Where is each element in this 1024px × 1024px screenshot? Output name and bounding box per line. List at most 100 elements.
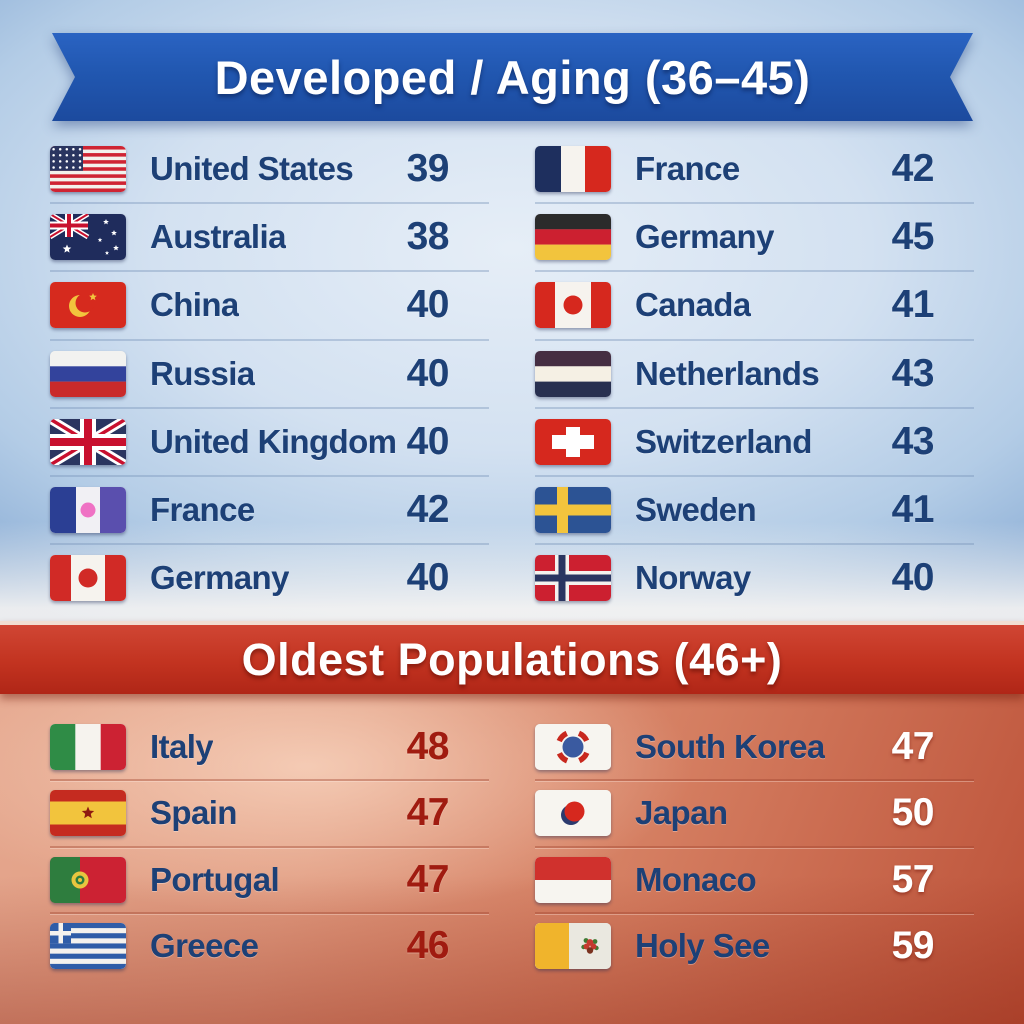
table-column-right: South Korea 47 Japan 50 Monaco 57 Holy S… <box>535 715 974 978</box>
flag-icon-russia <box>50 350 126 397</box>
country-label: Spain <box>150 794 237 832</box>
country-label: Portugal <box>150 860 280 898</box>
age-value: 40 <box>891 556 935 600</box>
age-value: 47 <box>406 791 450 835</box>
country-label: France <box>635 150 740 188</box>
age-value: 40 <box>406 283 450 327</box>
flag-icon-italy <box>50 724 126 771</box>
country-label: United Kingdom <box>150 422 397 460</box>
table-column-left: Italy 48 Spain 47 Portugal 47 Greece 46 <box>50 715 489 978</box>
flag-icon-germany <box>535 214 611 261</box>
age-value: 43 <box>891 351 935 395</box>
age-value: 41 <box>891 283 935 327</box>
flag-icon-portugal <box>50 856 126 903</box>
age-value: 40 <box>406 351 450 395</box>
table-row: China 40 <box>50 272 489 341</box>
table-row: Holy See 59 <box>535 914 974 978</box>
flag-icon-switzerland <box>535 418 611 465</box>
table-row: United Kingdom 40 <box>50 409 489 477</box>
country-label: Switzerland <box>635 422 812 460</box>
country-label: Greece <box>150 927 259 965</box>
age-value: 42 <box>406 488 450 532</box>
country-label: France <box>150 491 255 529</box>
table-row: Italy 48 <box>50 715 489 782</box>
flag-icon-monaco <box>535 856 611 903</box>
flag-icon-sweden <box>535 487 611 534</box>
age-value: 38 <box>406 215 450 259</box>
red-banner: Oldest Populations (46+) <box>0 621 1024 694</box>
age-value: 45 <box>891 215 935 259</box>
age-value: 47 <box>406 857 450 901</box>
country-label: Australia <box>150 218 286 256</box>
table-row: Sweden 41 <box>535 477 974 546</box>
age-value: 59 <box>891 924 935 968</box>
table-row: Japan 50 <box>535 781 974 848</box>
section-title: Oldest Populations (46+) <box>241 633 783 685</box>
country-label: China <box>150 286 239 324</box>
country-table: Italy 48 Spain 47 Portugal 47 Greece 46 … <box>0 715 1024 978</box>
table-row: Germany 45 <box>535 204 974 273</box>
flag-icon-canada <box>535 282 611 329</box>
table-column-left: United States 39 Australia 38 China 40 R… <box>50 136 489 611</box>
country-label: Netherlands <box>635 354 820 392</box>
table-row: Netherlands 43 <box>535 341 974 409</box>
table-row: Portugal 47 <box>50 848 489 914</box>
country-label: Germany <box>635 218 774 256</box>
country-label: South Korea <box>635 728 825 766</box>
flag-icon-us <box>50 146 126 193</box>
country-label: Germany <box>150 559 289 597</box>
flag-icon-australia <box>50 214 126 261</box>
flag-icon-spain <box>50 790 126 837</box>
table-column-right: France 42 Germany 45 Canada 41 Netherlan… <box>535 136 974 611</box>
table-row: Australia 38 <box>50 204 489 273</box>
age-value: 43 <box>891 419 935 463</box>
age-value: 42 <box>891 147 935 191</box>
table-row: France 42 <box>535 136 974 205</box>
flag-icon-south-korea <box>535 724 611 771</box>
table-row: Spain 47 <box>50 781 489 848</box>
flag-icon-france <box>535 146 611 193</box>
ribbon-shape: Developed / Aging (36–45) <box>52 33 973 121</box>
flag-icon-holy-see <box>535 923 611 970</box>
table-row: Greece 46 <box>50 914 489 978</box>
table-row: France 42 <box>50 477 489 546</box>
table-row: Switzerland 43 <box>535 409 974 477</box>
flag-icon-uk <box>50 418 126 465</box>
flag-icon-netherlands <box>535 350 611 397</box>
table-row: Germany 40 <box>50 545 489 611</box>
section-oldest-populations: Italy 48 Spain 47 Portugal 47 Greece 46 … <box>0 694 1024 1024</box>
age-value: 40 <box>406 419 450 463</box>
age-value: 39 <box>406 147 450 191</box>
table-row: United States 39 <box>50 136 489 205</box>
age-value: 41 <box>891 488 935 532</box>
country-label: Sweden <box>635 491 757 529</box>
flag-icon-france-variant <box>50 487 126 534</box>
country-label: Japan <box>635 794 728 832</box>
table-row: Canada 41 <box>535 272 974 341</box>
section-title: Developed / Aging (36–45) <box>214 50 811 104</box>
flag-icon-greece <box>50 923 126 970</box>
country-label: Monaco <box>635 860 757 898</box>
table-row: South Korea 47 <box>535 715 974 782</box>
age-value: 47 <box>891 725 935 769</box>
age-value: 46 <box>406 924 450 968</box>
flag-icon-germany-variant <box>50 555 126 602</box>
table-row: Monaco 57 <box>535 848 974 914</box>
country-label: Norway <box>635 559 751 597</box>
country-label: United States <box>150 150 354 188</box>
flag-icon-norway <box>535 555 611 602</box>
section-developed-aging: Developed / Aging (36–45) United States … <box>0 0 1024 621</box>
age-value: 40 <box>406 556 450 600</box>
blue-ribbon-banner: Developed / Aging (36–45) <box>52 33 973 121</box>
country-label: Holy See <box>635 927 770 965</box>
flag-icon-china <box>50 282 126 329</box>
age-value: 57 <box>891 857 935 901</box>
country-table: United States 39 Australia 38 China 40 R… <box>0 136 1024 611</box>
age-value: 50 <box>891 791 935 835</box>
country-label: Italy <box>150 728 214 766</box>
table-row: Norway 40 <box>535 545 974 611</box>
country-label: Canada <box>635 286 751 324</box>
table-row: Russia 40 <box>50 341 489 409</box>
flag-icon-japan <box>535 790 611 837</box>
